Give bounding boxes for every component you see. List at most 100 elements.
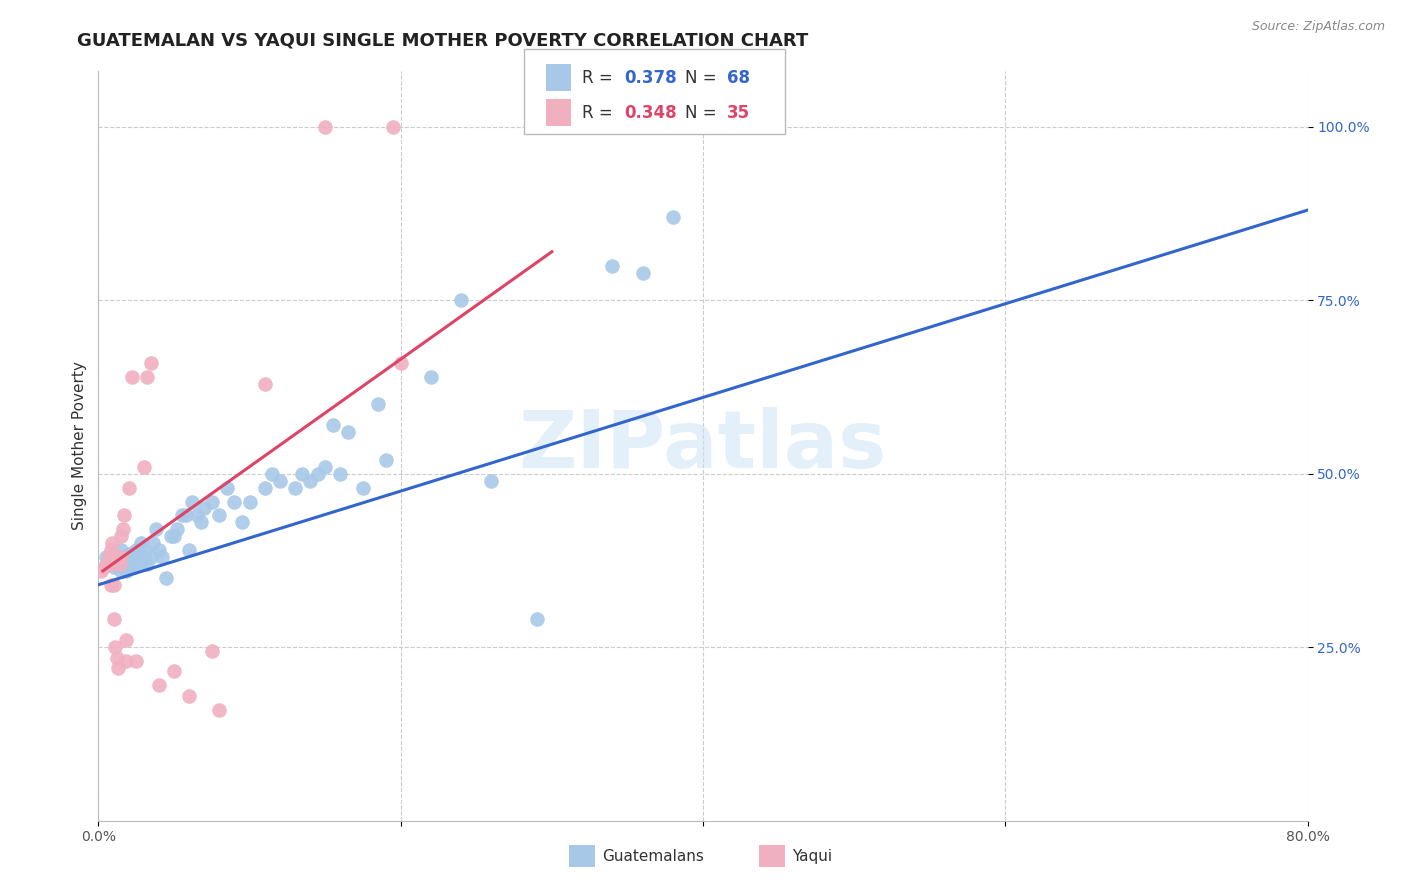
- Point: [129, 557, 152, 571]
- Point: [631, 266, 654, 280]
- Point: [367, 397, 389, 411]
- Text: GUATEMALAN VS YAQUI SINGLE MOTHER POVERTY CORRELATION CHART: GUATEMALAN VS YAQUI SINGLE MOTHER POVERT…: [77, 31, 808, 49]
- Point: [314, 120, 336, 134]
- Point: [114, 564, 136, 578]
- Text: Guatemalans: Guatemalans: [602, 849, 703, 863]
- Point: [269, 474, 291, 488]
- Point: [450, 293, 472, 308]
- Point: [481, 474, 503, 488]
- Point: [98, 549, 121, 564]
- Point: [190, 516, 212, 530]
- Point: [103, 578, 125, 592]
- Point: [103, 612, 125, 626]
- Point: [284, 481, 307, 495]
- Point: [174, 508, 197, 523]
- Point: [118, 547, 141, 561]
- Point: [110, 529, 132, 543]
- Point: [352, 481, 374, 495]
- Point: [121, 369, 143, 384]
- Point: [129, 536, 152, 550]
- Point: [193, 501, 215, 516]
- Text: ZIPatlas: ZIPatlas: [519, 407, 887, 485]
- FancyBboxPatch shape: [759, 845, 785, 867]
- Point: [127, 549, 149, 564]
- Point: [132, 549, 155, 564]
- Point: [166, 522, 188, 536]
- Point: [110, 564, 132, 578]
- Point: [142, 536, 165, 550]
- Point: [150, 549, 173, 564]
- Point: [374, 453, 396, 467]
- Point: [127, 547, 149, 561]
- Point: [201, 494, 224, 508]
- Point: [121, 560, 143, 574]
- Point: [215, 481, 238, 495]
- Point: [104, 640, 127, 655]
- Point: [94, 549, 117, 564]
- Point: [253, 376, 276, 391]
- Point: [382, 120, 405, 134]
- Point: [100, 557, 122, 571]
- Point: [141, 549, 163, 564]
- Point: [299, 474, 322, 488]
- Point: [179, 689, 201, 703]
- Point: [145, 522, 167, 536]
- Point: [115, 560, 138, 574]
- Point: [160, 529, 183, 543]
- Text: Source: ZipAtlas.com: Source: ZipAtlas.com: [1251, 20, 1385, 33]
- FancyBboxPatch shape: [569, 845, 595, 867]
- Point: [201, 643, 224, 657]
- Point: [121, 557, 143, 571]
- Point: [661, 210, 683, 224]
- Point: [90, 564, 112, 578]
- Text: N =: N =: [685, 69, 721, 87]
- Point: [181, 494, 204, 508]
- Text: 0.378: 0.378: [624, 69, 676, 87]
- Point: [208, 703, 231, 717]
- Point: [134, 543, 156, 558]
- Y-axis label: Single Mother Poverty: Single Mother Poverty: [72, 361, 87, 531]
- Point: [163, 529, 186, 543]
- Point: [101, 536, 124, 550]
- Point: [208, 508, 231, 523]
- Point: [103, 560, 125, 574]
- Text: 68: 68: [727, 69, 749, 87]
- Point: [118, 557, 141, 571]
- Point: [105, 650, 128, 665]
- Point: [186, 508, 208, 523]
- Point: [93, 560, 115, 574]
- Point: [96, 557, 118, 571]
- Point: [111, 522, 134, 536]
- FancyBboxPatch shape: [524, 49, 785, 134]
- Point: [155, 571, 177, 585]
- Point: [163, 665, 186, 679]
- Point: [101, 557, 124, 571]
- Point: [125, 654, 148, 668]
- Point: [108, 557, 131, 571]
- Point: [114, 654, 136, 668]
- Point: [239, 494, 262, 508]
- Point: [526, 612, 548, 626]
- Point: [114, 633, 136, 648]
- Point: [307, 467, 329, 481]
- Point: [100, 543, 122, 558]
- Point: [141, 356, 163, 370]
- Point: [602, 259, 624, 273]
- Point: [110, 543, 132, 558]
- Point: [329, 467, 352, 481]
- FancyBboxPatch shape: [546, 99, 571, 126]
- Point: [148, 678, 170, 692]
- Point: [170, 508, 193, 523]
- Point: [100, 578, 122, 592]
- Point: [148, 543, 170, 558]
- Point: [322, 418, 344, 433]
- Text: N =: N =: [685, 103, 721, 121]
- Point: [112, 553, 135, 567]
- Text: 0.348: 0.348: [624, 103, 676, 121]
- Text: Yaqui: Yaqui: [792, 849, 832, 863]
- Text: R =: R =: [582, 103, 619, 121]
- Point: [224, 494, 246, 508]
- Point: [125, 543, 148, 558]
- Point: [389, 356, 412, 370]
- Point: [118, 481, 141, 495]
